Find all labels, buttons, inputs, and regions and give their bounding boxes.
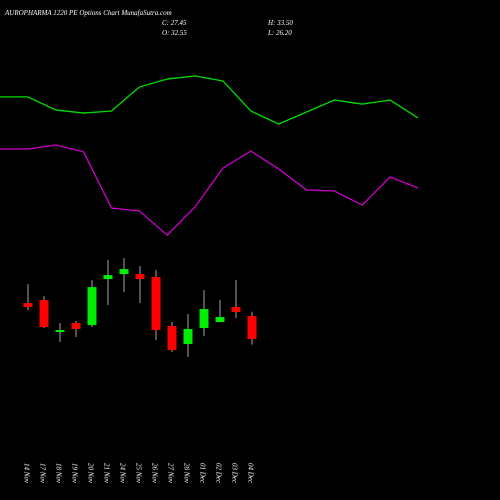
x-tick-label: 01 Dec <box>198 463 206 484</box>
indicator-line <box>0 75 419 125</box>
x-tick-label: 20 Nov <box>86 463 94 484</box>
info-close: C: 27.45 <box>162 19 187 27</box>
x-tick-label: 04 Dec <box>246 463 254 484</box>
x-tick-label: 17 Nov <box>38 463 46 484</box>
x-tick-label: 25 Nov <box>134 463 142 484</box>
candle-body <box>167 326 177 351</box>
candle-body <box>183 329 193 345</box>
x-tick-label: 02 Dec <box>214 463 222 484</box>
info-low: L: 26.20 <box>267 29 292 37</box>
x-tick-label: 27 Nov <box>166 463 174 484</box>
candle-body <box>103 275 113 280</box>
x-tick-label: 26 Nov <box>150 463 158 484</box>
candle-body <box>119 269 129 275</box>
x-tick-label: 19 Nov <box>70 463 78 484</box>
x-tick-label: 14 Nov <box>22 463 30 484</box>
x-tick-label: 21 Nov <box>102 463 110 484</box>
candle-body <box>247 316 257 340</box>
candle-body <box>55 330 65 333</box>
x-tick-label: 28 Nov <box>182 463 190 484</box>
info-open: O: 32.55 <box>162 29 187 37</box>
candle-body <box>151 277 161 331</box>
candle-body <box>231 307 241 313</box>
x-tick-label: 18 Nov <box>54 463 62 484</box>
x-tick-label: 03 Dec <box>230 463 238 484</box>
chart-title: AUROPHARMA 1220 PE Options Chart MunafaS… <box>4 9 172 17</box>
candle-body <box>71 323 81 330</box>
candle-body <box>135 274 145 280</box>
candle-body <box>23 303 33 308</box>
candle-body <box>87 287 97 326</box>
candle-body <box>39 300 49 328</box>
candle-body <box>215 317 225 323</box>
indicator-line <box>0 144 419 236</box>
candle-body <box>199 309 209 329</box>
info-high: H: 33.50 <box>267 19 293 27</box>
x-tick-label: 24 Nov <box>118 463 126 484</box>
